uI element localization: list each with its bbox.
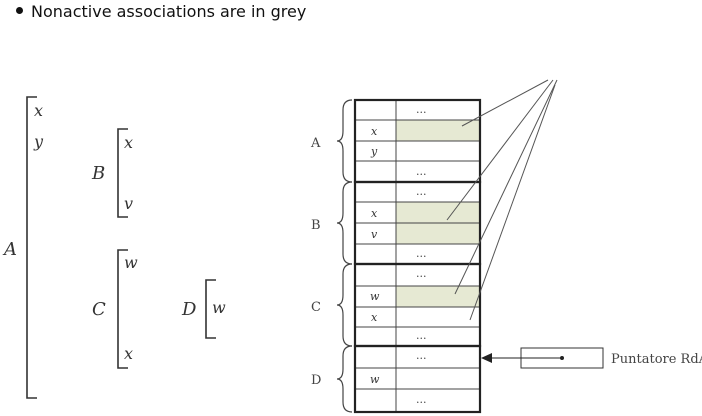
left-a-label: A xyxy=(2,239,17,260)
left-a-var-x: x xyxy=(34,101,43,120)
cell-c-w: w xyxy=(370,290,380,303)
dots: ... xyxy=(416,267,427,280)
record-label-a: A xyxy=(310,136,321,151)
inactive-cell-a-x xyxy=(396,120,479,141)
brace-d xyxy=(336,345,353,413)
left-d-label: D xyxy=(181,299,197,320)
dots: ... xyxy=(416,247,427,260)
dots: ... xyxy=(416,165,427,178)
dots: ... xyxy=(416,103,427,116)
left-c-var-w: w xyxy=(124,253,138,272)
cell-a-x: x xyxy=(371,125,378,138)
row-lines xyxy=(355,100,480,412)
dots: ... xyxy=(416,185,427,198)
left-d-var-w: w xyxy=(212,298,226,317)
cell-c-x: x xyxy=(371,311,378,324)
link-lines xyxy=(446,79,558,321)
record-label-c: C xyxy=(311,300,321,315)
bullet-dot xyxy=(16,7,23,14)
bracket-a xyxy=(26,96,37,399)
record-outlines xyxy=(353,98,482,414)
cell-b-v: v xyxy=(371,228,378,241)
inactive-cell-c-w xyxy=(396,286,479,307)
record-label-d: D xyxy=(311,373,321,388)
dots: ... xyxy=(416,349,427,362)
left-b-label: B xyxy=(91,163,105,184)
pointer-arrow-head xyxy=(481,353,492,363)
left-c-var-x: x xyxy=(124,344,133,363)
bracket-d xyxy=(205,279,216,339)
left-c-label: C xyxy=(92,299,106,320)
cell-b-x: x xyxy=(371,207,378,220)
cell-d-w: w xyxy=(370,373,380,386)
inactive-cell-b-v xyxy=(396,223,479,244)
inactive-cell-b-x xyxy=(396,202,479,223)
record-label-b: B xyxy=(311,218,321,233)
bullet-text: Nonactive associations are in grey xyxy=(16,2,306,21)
dot-cells: ... ... ... ... ... ... ... ... xyxy=(416,103,427,406)
brace-c xyxy=(336,263,353,347)
pointer-label: Puntatore RdA xyxy=(611,352,702,367)
dots: ... xyxy=(416,393,427,406)
left-b-var-x: x xyxy=(124,133,133,152)
bracket-b xyxy=(117,128,128,218)
curly-braces xyxy=(336,99,353,413)
var-cells: x y x v w x w xyxy=(370,125,380,386)
left-b-var-v: v xyxy=(124,194,133,213)
brace-b xyxy=(336,181,353,265)
inactive-cells xyxy=(396,120,479,307)
record-d xyxy=(353,344,482,414)
brace-a xyxy=(336,99,353,183)
dots: ... xyxy=(416,329,427,342)
bracket-c xyxy=(117,249,128,369)
bullet-label: Nonactive associations are in grey xyxy=(31,2,307,21)
cell-a-y: y xyxy=(370,145,378,158)
left-a-var-y: y xyxy=(33,132,44,151)
